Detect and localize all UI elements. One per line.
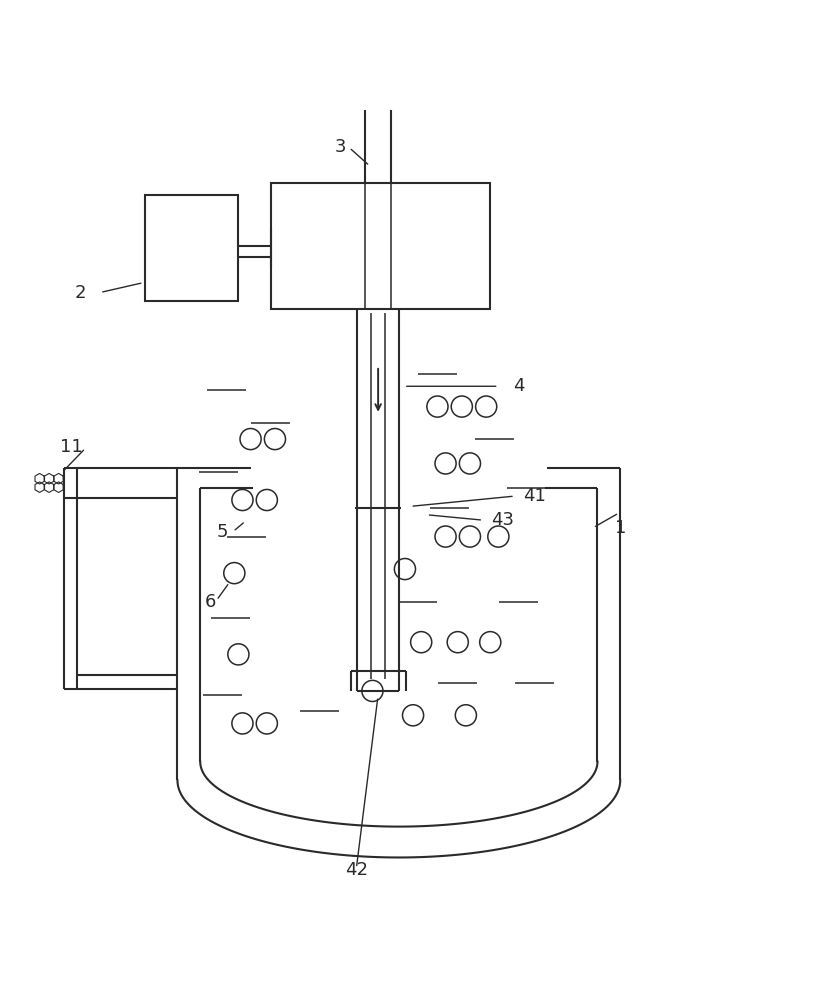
- Text: 3: 3: [335, 138, 346, 156]
- Text: 5: 5: [217, 523, 228, 541]
- Text: 42: 42: [344, 861, 368, 879]
- Text: 2: 2: [74, 284, 86, 302]
- Text: 41: 41: [524, 487, 546, 505]
- Text: 4: 4: [513, 377, 524, 395]
- Bar: [145, 195, 238, 301]
- Bar: [271, 183, 490, 309]
- Text: 1: 1: [614, 519, 626, 537]
- Text: 43: 43: [491, 511, 514, 529]
- Text: 6: 6: [204, 593, 216, 611]
- Text: 11: 11: [61, 438, 83, 456]
